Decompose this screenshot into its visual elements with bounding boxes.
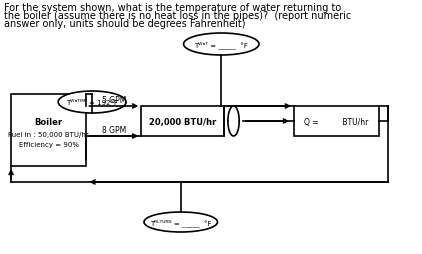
Text: Tᵂᵃᵀᴹᴿ = 192°F: Tᵂᵃᵀᴹᴿ = 192°F [66,100,118,106]
Bar [141,107,224,136]
Text: 8 GPM: 8 GPM [102,125,126,134]
Text: Tᴿᴸᵀᵁᴿᴺ = _____  °F: Tᴿᴸᵀᵁᴿᴺ = _____ °F [150,218,211,226]
Text: the boiler (assume there is no heat loss in the pipes)?  (report numeric: the boiler (assume there is no heat loss… [5,11,352,21]
Text: Tᵂᵃᵀ = _____  °F: Tᵂᵃᵀ = _____ °F [195,41,248,49]
Ellipse shape [58,92,126,114]
Text: Fuel in : 50,000 BTU/hr: Fuel in : 50,000 BTU/hr [8,131,89,137]
Ellipse shape [144,212,217,232]
Text: For the system shown, what is the temperature of water returning to: For the system shown, what is the temper… [5,3,342,13]
Text: 5 GPM: 5 GPM [102,96,126,105]
Text: Efficiency = 90%: Efficiency = 90% [19,142,79,148]
Bar [11,95,87,166]
Text: Boiler: Boiler [35,117,63,126]
Text: answer only, units should be degrees Fahrenheit): answer only, units should be degrees Fah… [5,19,246,29]
Text: Q =          BTU/hr: Q = BTU/hr [304,117,368,126]
Text: 20,000 BTU/hr: 20,000 BTU/hr [149,117,216,126]
Ellipse shape [184,34,259,56]
Bar [294,107,379,136]
